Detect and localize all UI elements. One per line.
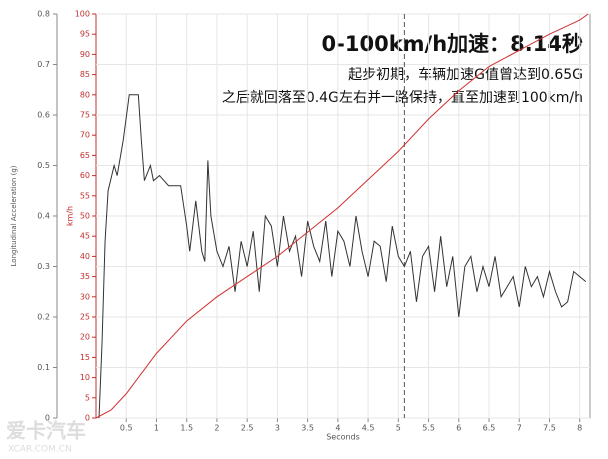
y2-tick-label: 45 [80, 232, 90, 241]
y-axis-label: Longitudinal Acceleration (g) [10, 165, 18, 266]
y2-axis-label: km/h [66, 206, 75, 226]
y2-tick-label: 70 [80, 131, 90, 140]
x-tick-label: 5 [396, 424, 401, 433]
data-line [98, 94, 587, 419]
x-tick-label: 6.5 [483, 424, 496, 433]
x-tick-label: 4.5 [362, 424, 375, 433]
y-tick-label: 0.7 [37, 60, 50, 69]
x-tick-label: 6 [456, 424, 461, 433]
x-tick-label: 8 [577, 424, 582, 433]
y2-tick-label: 95 [80, 30, 90, 39]
y2-tick-label: 75 [80, 111, 90, 120]
y2-tick-label: 30 [80, 292, 90, 301]
x-tick-label: 1.5 [180, 424, 193, 433]
x-tick-label: 3.5 [301, 424, 314, 433]
y2-tick-label: 25 [80, 313, 90, 322]
y2-tick-label: 35 [80, 272, 90, 281]
y-tick-label: 0.6 [37, 111, 50, 120]
y2-tick-label: 65 [80, 151, 90, 160]
y-tick-label: 0.2 [37, 313, 50, 322]
y2-tick-label: 55 [80, 191, 90, 200]
x-tick-label: 3 [275, 424, 280, 433]
x-tick-label: 7 [517, 424, 522, 433]
y-tick-label: 0 [45, 414, 50, 423]
x-axis-label: Seconds [326, 433, 360, 442]
y2-tick-label: 90 [80, 50, 90, 59]
x-tick-label: 4 [335, 424, 340, 433]
y2-tick-label: 0 [85, 414, 90, 423]
x-tick-label: 2 [214, 424, 219, 433]
y2-tick-label: 10 [80, 373, 90, 382]
y2-tick-label: 100 [75, 10, 90, 19]
data-line [95, 13, 589, 419]
annotation: 之后就回落至0.4G左右并一路保持，直至加速到100km/h [222, 89, 583, 106]
y2-tick-label: 50 [80, 212, 90, 221]
x-tick-label: 5.5 [422, 424, 435, 433]
annotation-title: 0-100km/h加速：8.14秒 [322, 32, 583, 56]
watermark: 爱卡汽车 [6, 419, 86, 443]
y-tick-label: 0.8 [37, 10, 50, 19]
x-tick-label: 1 [154, 424, 159, 433]
watermark: XCAR.COM.CN [8, 445, 72, 455]
y-tick-label: 0.1 [37, 363, 50, 372]
y2-tick-label: 85 [80, 70, 90, 79]
y2-tick-label: 20 [80, 333, 90, 342]
annotation: 起步初期，车辆加速G值曾达到0.65G [348, 66, 583, 83]
y2-tick-label: 80 [80, 90, 90, 99]
y2-tick-label: 60 [80, 171, 90, 180]
x-tick-label: 0.5 [120, 424, 133, 433]
x-tick-label: 2.5 [241, 424, 254, 433]
y2-tick-label: 15 [80, 353, 90, 362]
y2-tick-label: 40 [80, 252, 90, 261]
y-tick-label: 0.5 [37, 161, 50, 170]
y-tick-label: 0.3 [37, 262, 50, 271]
x-tick-label: 7.5 [543, 424, 556, 433]
y-tick-label: 0.4 [37, 212, 50, 221]
y2-tick-label: 5 [85, 393, 90, 402]
